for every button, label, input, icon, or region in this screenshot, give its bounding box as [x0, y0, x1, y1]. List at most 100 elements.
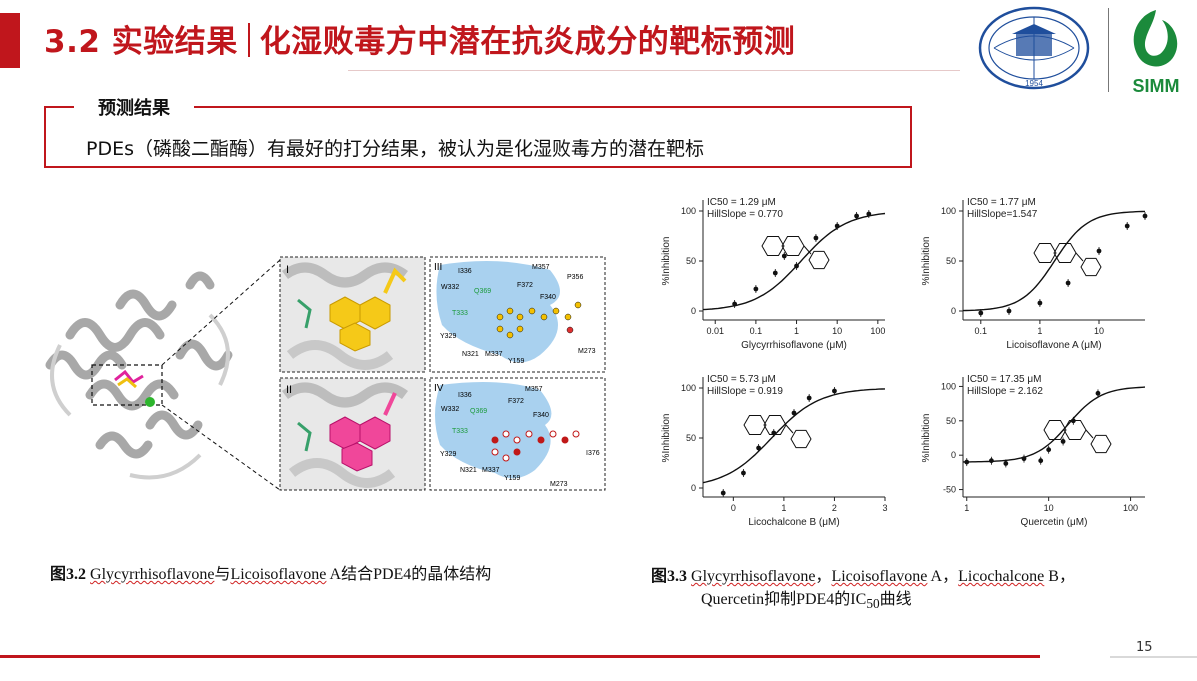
data-point	[1037, 300, 1043, 306]
residue-label: T333	[452, 428, 468, 435]
fit-curve	[702, 212, 886, 311]
figure-caption-right: 图3.3 Glycyrrhisoflavone，Licoisoflavone A…	[651, 562, 1075, 586]
caption-text: Quercetin抑制PDE4的IC	[701, 591, 867, 608]
caption-compound: Glycyrrhisoflavone	[90, 566, 215, 583]
x-tick-label: 100	[1123, 503, 1138, 513]
panel-4: IV I336 M357 W332 Q369 F372 F340 T333 Y3…	[429, 377, 606, 491]
residue-label: M273	[578, 348, 596, 355]
residue-label: F340	[533, 412, 549, 419]
y-axis-label: %Inhibition	[661, 414, 672, 463]
footer-line	[0, 655, 1040, 658]
residue-label: Y329	[440, 451, 456, 458]
residue-label: Q369	[470, 408, 487, 415]
binding-site-box	[91, 364, 163, 406]
result-box	[44, 106, 912, 168]
residue-label: Y159	[508, 358, 524, 365]
y-tick-label: 100	[681, 383, 696, 393]
panel-label-4: IV	[434, 383, 444, 394]
data-point	[756, 445, 762, 451]
y-tick-label: 0	[691, 483, 696, 493]
molecule-structure	[1033, 242, 1102, 277]
x-tick-label: 10	[1044, 503, 1054, 513]
residue-label: W332	[441, 284, 459, 291]
y-axis-label: %Inhibition	[921, 414, 932, 463]
caption-text: ，	[815, 568, 832, 585]
fit-curve	[963, 386, 1146, 463]
title-separator	[247, 23, 250, 57]
x-tick-label: 1	[794, 326, 799, 336]
caption-subscript: 50	[866, 596, 880, 612]
ic50-annotation: IC50 = 17.35 μM	[967, 374, 1041, 385]
residue-label: F372	[517, 282, 533, 289]
y-tick-label: 50	[946, 416, 956, 426]
panel-1: I	[279, 256, 426, 373]
figure-caption-left: 图3.2 Glycyrrhisoflavone与Licoisoflavone A…	[50, 560, 491, 584]
data-point	[1021, 456, 1027, 462]
fit-curve	[962, 210, 1146, 312]
data-point	[720, 490, 726, 496]
simm-logo: SIMM	[1133, 10, 1180, 96]
data-point	[794, 263, 799, 269]
caption-fig-label: 图3.3	[651, 568, 688, 585]
residue-label: I336	[458, 268, 472, 275]
x-tick-label: 2	[832, 503, 837, 513]
caption-text: 曲线	[879, 591, 912, 608]
y-axis-label: %Inhibition	[921, 237, 932, 286]
y-tick-label: 50	[686, 433, 696, 443]
x-axis-label: Licochalcone B (μM)	[748, 517, 839, 528]
y-tick-label: 0	[691, 306, 696, 316]
data-point	[1003, 461, 1009, 466]
data-point	[978, 310, 984, 316]
residue-label: I376	[586, 450, 600, 457]
page-number: 15	[1136, 640, 1153, 655]
y-tick-label: 0	[951, 450, 956, 460]
caption-text: A结合PDE4的晶体结构	[326, 566, 492, 583]
hillslope-annotation: HillSlope = 2.162	[967, 386, 1043, 397]
x-axis-label: Quercetin (μM)	[1021, 517, 1088, 528]
footer-line-right	[1110, 656, 1197, 658]
result-text: PDEs（磷酸二酯酶）有最好的打分结果，被认为是化湿败毒方的潜在靶标	[86, 138, 704, 160]
residue-label: M357	[532, 264, 550, 271]
caption-text: A，	[927, 568, 959, 585]
hillslope-annotation: HillSlope = 0.770	[707, 209, 783, 220]
x-tick-label: 0.1	[750, 326, 763, 336]
residue-label: M357	[525, 386, 543, 393]
residue-label: Y329	[440, 333, 456, 340]
data-point	[1142, 213, 1148, 219]
x-tick-label: 0.01	[706, 326, 724, 336]
data-point	[813, 235, 819, 241]
ic50-annotation: IC50 = 1.77 μM	[967, 197, 1036, 208]
residue-label: M337	[485, 351, 503, 358]
data-point	[781, 253, 787, 259]
data-point	[1006, 308, 1012, 314]
header-underline	[348, 70, 960, 71]
caption-compound: Licoisoflavone	[230, 566, 327, 583]
x-tick-label: 1	[1037, 326, 1042, 336]
caption-compound: Licoisoflavone	[831, 568, 928, 585]
x-tick-label: 10	[1094, 326, 1104, 336]
residue-label: Y159	[504, 475, 520, 482]
chart-licochalcone-b: 0 50 100 0 1 2 3 Licochalcone B (μM) %Inhibition…	[661, 374, 888, 528]
data-point	[1060, 439, 1066, 444]
x-tick-label: 3	[882, 503, 887, 513]
data-point	[866, 211, 872, 217]
caption-text: B，	[1044, 568, 1075, 585]
result-label: 预测结果	[74, 94, 194, 120]
y-tick-label: 100	[941, 206, 956, 216]
title-topic: 化湿败毒方中潜在抗炎成分的靶标预测	[259, 24, 796, 60]
data-point	[1038, 458, 1044, 464]
y-tick-label: 100	[941, 381, 956, 391]
residue-label: T333	[452, 310, 468, 317]
data-point	[1065, 280, 1071, 286]
molecule-structure	[1043, 419, 1112, 454]
seal-year: 1954	[1025, 79, 1043, 88]
residue-label: N321	[460, 467, 477, 474]
data-point	[964, 459, 970, 465]
university-seal-logo: 1954	[978, 6, 1090, 90]
y-tick-label: 50	[946, 256, 956, 266]
chart-quercetin: -50 0 50 100 1 10 100 Quercetin (μM) %Inhibition…	[921, 374, 1146, 528]
data-point	[1046, 447, 1052, 453]
hillslope-annotation: HillSlope=1.547	[967, 209, 1038, 220]
data-point	[854, 213, 859, 219]
ic50-annotation: IC50 = 5.73 μM	[707, 374, 776, 385]
